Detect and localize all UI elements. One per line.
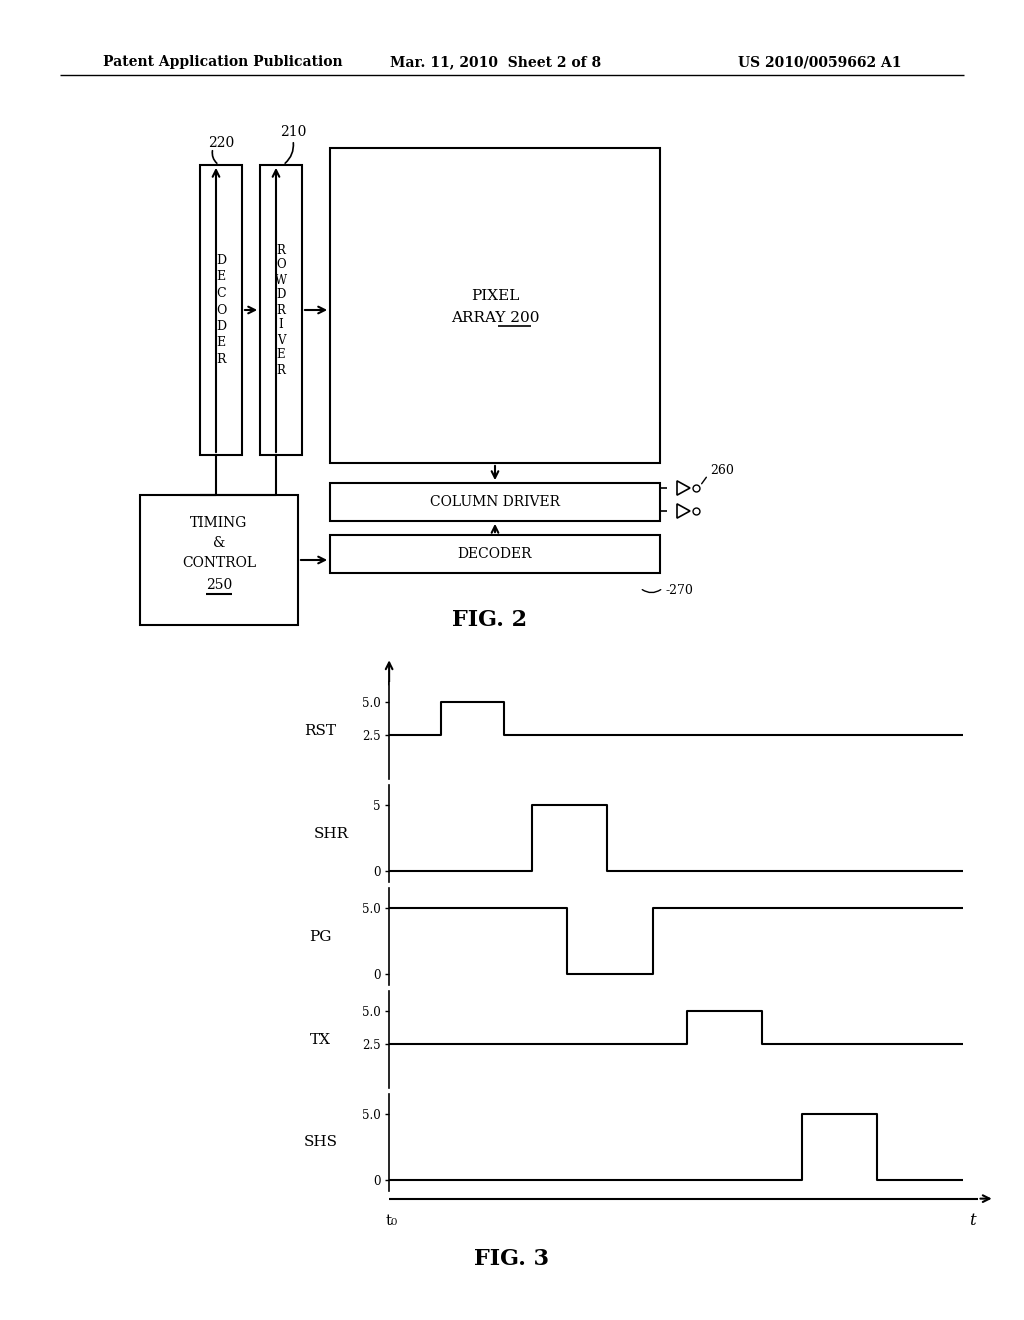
Text: COLUMN DRIVER: COLUMN DRIVER <box>430 495 560 510</box>
Text: t₀: t₀ <box>386 1213 398 1228</box>
Text: Patent Application Publication: Patent Application Publication <box>103 55 343 69</box>
Polygon shape <box>677 504 690 519</box>
Bar <box>330 483 660 521</box>
Bar <box>200 165 242 455</box>
Y-axis label: SHS: SHS <box>303 1135 337 1150</box>
Text: PIXEL: PIXEL <box>471 289 519 302</box>
Text: Mar. 11, 2010  Sheet 2 of 8: Mar. 11, 2010 Sheet 2 of 8 <box>390 55 601 69</box>
Text: R
O
W
D
R
I
V
E
R: R O W D R I V E R <box>274 243 287 376</box>
Text: t: t <box>970 1212 976 1229</box>
Text: D
E
C
O
D
E
R: D E C O D E R <box>216 253 226 366</box>
Text: FIG. 3: FIG. 3 <box>474 1247 550 1270</box>
Polygon shape <box>677 480 690 495</box>
Text: ARRAY 200: ARRAY 200 <box>451 310 540 325</box>
Text: 260: 260 <box>710 465 734 478</box>
Y-axis label: RST: RST <box>304 723 336 738</box>
Y-axis label: SHR: SHR <box>314 826 349 841</box>
Y-axis label: PG: PG <box>309 929 332 944</box>
Text: US 2010/0059662 A1: US 2010/0059662 A1 <box>738 55 901 69</box>
Text: CONTROL: CONTROL <box>182 556 256 570</box>
Text: DECODER: DECODER <box>458 546 532 561</box>
Bar <box>330 148 660 463</box>
Bar <box>140 495 298 624</box>
Y-axis label: TX: TX <box>310 1032 331 1047</box>
Bar <box>330 535 660 573</box>
Text: &: & <box>213 536 225 550</box>
Text: 250: 250 <box>206 578 232 591</box>
Text: 210: 210 <box>280 125 306 139</box>
Text: TIMING: TIMING <box>190 516 248 531</box>
Text: 220: 220 <box>208 136 234 150</box>
Text: FIG. 2: FIG. 2 <box>453 609 527 631</box>
Text: -270: -270 <box>665 585 693 598</box>
Bar <box>260 165 302 455</box>
